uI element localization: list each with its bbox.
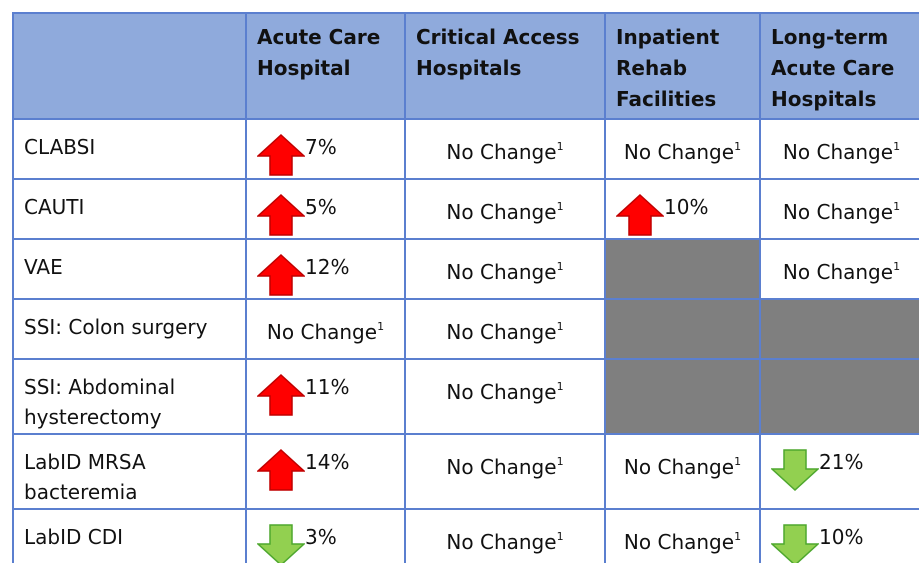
status: No Change xyxy=(623,140,735,164)
blank-cell xyxy=(759,358,919,435)
cell: No Change1 xyxy=(404,433,606,510)
status: No Change xyxy=(446,260,557,284)
row: VAE 12% No Change1 No Change1 xyxy=(12,238,919,300)
up-arrow xyxy=(257,134,305,176)
footnote-mark: 1 xyxy=(556,260,564,273)
footnote-mark: 1 xyxy=(556,530,564,543)
cell: No Change1 xyxy=(404,358,606,435)
row-label: SSI: Abdominal hysterectomy xyxy=(12,358,247,435)
footnote-mark: 1 xyxy=(734,455,742,468)
percent: 5% xyxy=(305,195,337,219)
status: No Change xyxy=(446,320,557,344)
row-label: LabID CDI xyxy=(12,508,247,563)
cell: 10% xyxy=(759,508,919,563)
row: SSI: Colon surgery No Change1 No Change1 xyxy=(12,298,919,360)
header-cell: Acute Care Hospital xyxy=(245,12,406,120)
row-label: CLABSI xyxy=(12,118,247,180)
status: No Change xyxy=(782,260,894,284)
blank-cell xyxy=(604,358,761,435)
cell: 21% xyxy=(759,433,919,510)
row: CAUTI 5% No Change1 10% No Change1 xyxy=(12,178,919,240)
table: Acute Care Hospital Critical Access Hospi… xyxy=(12,12,919,563)
status: No Change xyxy=(446,530,557,554)
cell: 12% xyxy=(245,238,406,300)
header-cell: Inpatient Rehab Facilities xyxy=(604,12,761,120)
row-label: SSI: Colon surgery xyxy=(12,298,247,360)
down-arrow xyxy=(771,449,819,491)
down-arrow xyxy=(257,524,305,563)
up-arrow xyxy=(616,194,664,236)
status: No Change xyxy=(446,140,557,164)
footnote-mark: 1 xyxy=(556,380,564,393)
cell: No Change1 xyxy=(604,118,761,180)
status: No Change xyxy=(446,455,557,479)
cell: No Change1 xyxy=(759,238,919,300)
footnote-mark: 1 xyxy=(556,200,564,213)
percent: 12% xyxy=(305,255,350,279)
cell: 7% xyxy=(245,118,406,180)
row: LabID CDI 3% No Change1 No Change1 10% xyxy=(12,508,919,563)
cell: No Change1 xyxy=(404,508,606,563)
header-cell xyxy=(12,12,247,120)
footnote-mark: 1 xyxy=(893,140,901,153)
status: No Change xyxy=(446,380,557,404)
row: SSI: Abdominal hysterectomy 11% No Change1 xyxy=(12,358,919,435)
up-arrow xyxy=(257,254,305,296)
row-label: CAUTI xyxy=(12,178,247,240)
percent: 3% xyxy=(305,525,337,549)
percent: 14% xyxy=(305,450,350,474)
percent: 10% xyxy=(664,195,709,219)
footnote-mark: 1 xyxy=(734,140,742,153)
cell: 10% xyxy=(604,178,761,240)
blank-cell xyxy=(604,238,761,300)
status: No Change xyxy=(782,140,894,164)
status: No Change xyxy=(782,200,894,224)
percent: 11% xyxy=(305,375,350,399)
cell: No Change1 xyxy=(759,118,919,180)
cell: 11% xyxy=(245,358,406,435)
cell: No Change1 xyxy=(404,298,606,360)
cell: No Change1 xyxy=(404,118,606,180)
cell: 5% xyxy=(245,178,406,240)
status: No Change xyxy=(446,200,557,224)
row: LabID MRSA bacteremia 14% No Change1 No Cha… xyxy=(12,433,919,510)
footnote-mark: 1 xyxy=(556,455,564,468)
header-cell: Long-term Acute Care Hospitals xyxy=(759,12,919,120)
up-arrow xyxy=(257,374,305,416)
footnote-mark: 1 xyxy=(556,140,564,153)
status: No Change xyxy=(623,530,735,554)
header-cell: Critical Access Hospitals xyxy=(404,12,606,120)
blank-cell xyxy=(604,298,761,360)
row: CLABSI 7% No Change1 No Change1 No Change1 xyxy=(12,118,919,180)
footnote-mark: 1 xyxy=(893,260,901,273)
cell: No Change1 xyxy=(245,298,406,360)
footnote-mark: 1 xyxy=(556,320,564,333)
footnote-mark: 1 xyxy=(893,200,901,213)
cell: No Change1 xyxy=(604,433,761,510)
cell: No Change1 xyxy=(404,178,606,240)
row-label: VAE xyxy=(12,238,247,300)
row-label: LabID MRSA bacteremia xyxy=(12,433,247,510)
cell: No Change1 xyxy=(404,238,606,300)
footnote-mark: 1 xyxy=(734,530,742,543)
cell: No Change1 xyxy=(604,508,761,563)
up-arrow xyxy=(257,194,305,236)
cell: 3% xyxy=(245,508,406,563)
percent: 7% xyxy=(305,135,337,159)
cell: No Change1 xyxy=(759,178,919,240)
percent: 21% xyxy=(819,450,864,474)
blank-cell xyxy=(759,298,919,360)
status: No Change xyxy=(623,455,735,479)
status: No Change xyxy=(266,320,378,344)
percent: 10% xyxy=(819,525,864,549)
cell: 14% xyxy=(245,433,406,510)
footnote-mark: 1 xyxy=(377,320,385,333)
up-arrow xyxy=(257,449,305,491)
down-arrow xyxy=(771,524,819,563)
header-row: Acute Care Hospital Critical Access Hospi… xyxy=(12,12,919,120)
